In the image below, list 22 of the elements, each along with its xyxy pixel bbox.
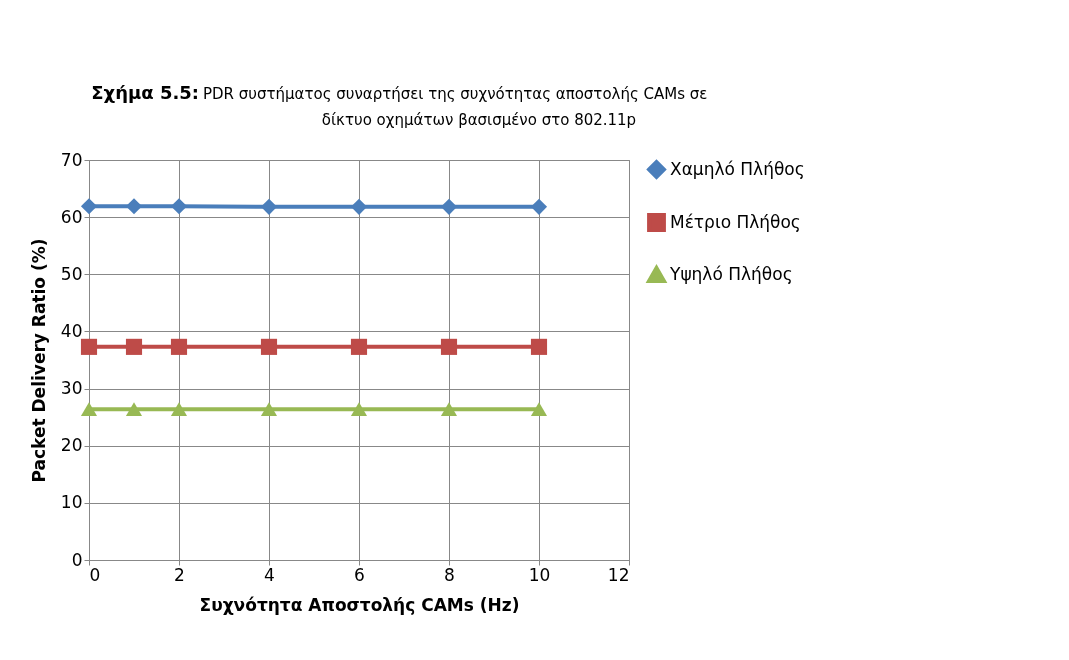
chart-title: Σχήμα 5.5: (91, 82, 199, 103)
y-tick-label: 0 (71, 549, 83, 570)
y-tick-label: 70 (60, 149, 83, 170)
x-tick-label: 6 (354, 564, 365, 585)
x-tick-label: 2 (174, 564, 185, 585)
x-tick-label: 12 (607, 564, 630, 585)
x-tick-label: 10 (528, 564, 551, 585)
legend-label: Μέτριο Πλήθος (670, 211, 801, 232)
x-axis-title: Συχνότητα Αποστολής CAMs (Hz) (199, 594, 520, 615)
y-tick-label: 60 (60, 206, 83, 227)
legend-label: Υψηλό Πλήθος (669, 263, 793, 284)
y-tick-label: 20 (60, 435, 83, 456)
y-tick-label: 40 (60, 320, 83, 341)
chart-subtitle: PDR συστήματος συναρτήσει της συχνότητας αποστολής CAMs σε δίκτυο οχημάτων βασισμένο στο 802.11p (203, 85, 708, 129)
legend-label: Χαμηλό Πλήθος (670, 158, 805, 179)
y-tick-label: 50 (60, 263, 83, 284)
y-tick-label: 10 (60, 492, 83, 513)
x-tick-label: 0 (89, 564, 101, 585)
x-tick-label: 4 (264, 564, 275, 585)
x-tick-label: 8 (444, 564, 455, 585)
y-axis-title: Packet Delivery Ratio (%) (28, 238, 49, 483)
y-tick-label: 30 (60, 378, 83, 399)
